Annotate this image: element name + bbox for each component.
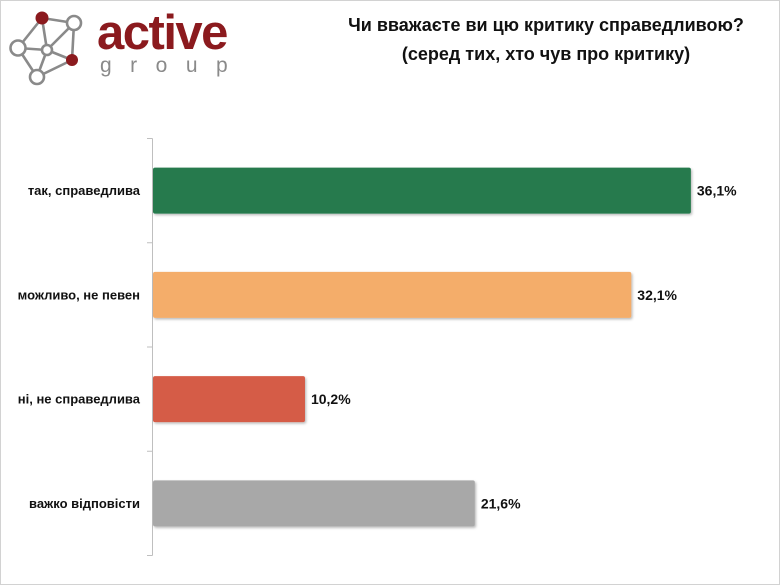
category-label: важко відповісти bbox=[29, 496, 140, 511]
data-labels: 36,1% 32,1% 10,2% 21,6% bbox=[311, 183, 737, 512]
logo-nodes bbox=[9, 11, 83, 86]
category-label: можливо, не певен bbox=[18, 287, 140, 302]
bar-3 bbox=[153, 376, 305, 423]
logo-node bbox=[9, 39, 27, 57]
bar-4 bbox=[153, 480, 475, 527]
logo-node bbox=[66, 54, 78, 66]
data-label: 10,2% bbox=[311, 391, 351, 407]
bars bbox=[153, 167, 691, 527]
category-axis bbox=[147, 138, 153, 556]
category-labels: так, справедлива можливо, не певен ні, не … bbox=[18, 183, 141, 511]
bar-1 bbox=[153, 167, 691, 214]
logo-node bbox=[65, 14, 83, 32]
logo-node bbox=[28, 68, 46, 86]
category-label: так, справедлива bbox=[28, 183, 141, 198]
chart-subtitle: (серед тих, хто чув про критику) bbox=[401, 44, 691, 64]
logo-node bbox=[35, 11, 49, 25]
data-label: 21,6% bbox=[481, 495, 521, 511]
logo-tagline: group bbox=[100, 54, 247, 77]
chart-title: Чи вважаєте ви цю критику справедливою? bbox=[348, 15, 744, 35]
data-label: 36,1% bbox=[697, 183, 737, 199]
category-label: ні, не справедлива bbox=[18, 392, 141, 407]
logo-node bbox=[40, 43, 54, 57]
logo-wordmark: active bbox=[97, 6, 228, 60]
network-graph-icon bbox=[9, 11, 83, 86]
data-label: 32,1% bbox=[637, 287, 677, 303]
bar-2 bbox=[153, 271, 632, 318]
